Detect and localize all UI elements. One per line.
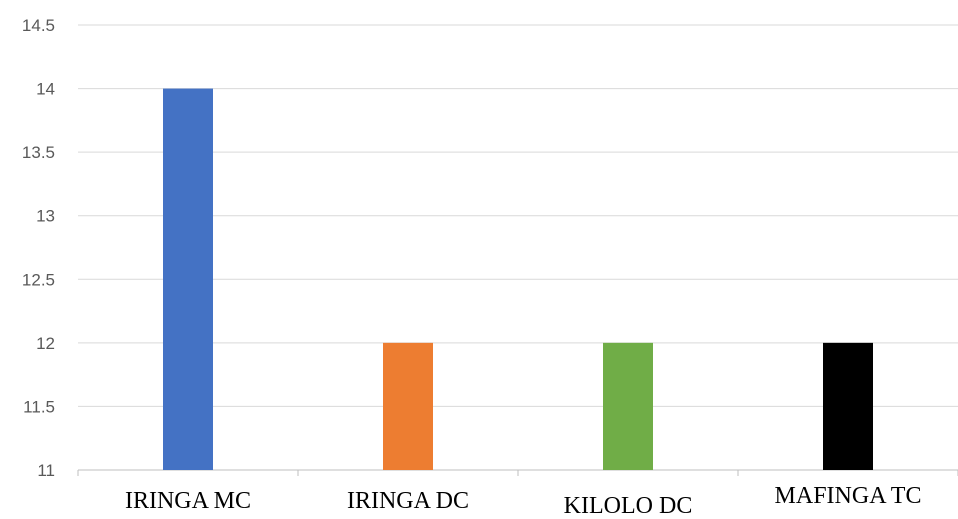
x-category-label: KILOLO DC (564, 493, 693, 519)
y-tick-label: 14 (36, 80, 55, 99)
y-tick-label: 11.5 (23, 397, 55, 416)
x-category-label: MAFINGA TC (775, 483, 922, 509)
bar-mafinga-tc (823, 342, 873, 470)
bar-kilolo-dc (603, 342, 653, 470)
x-axis (77, 469, 958, 476)
x-category-label: IRINGA DC (347, 488, 469, 514)
y-tick-label: 13 (36, 207, 55, 226)
y-tick-label: 12.5 (22, 270, 55, 289)
bars (163, 88, 873, 471)
bar-iringa-mc (163, 88, 213, 471)
y-tick-label: 14.5 (22, 16, 55, 35)
x-category-label: IRINGA MC (125, 488, 251, 514)
y-tick-label: 12 (36, 334, 55, 353)
bar-iringa-dc (383, 342, 433, 470)
gridlines (78, 24, 958, 407)
y-axis-tick-labels: 11 11.5 12 12.5 13 13.5 14 14.5 (22, 16, 55, 480)
y-tick-label: 11 (37, 461, 55, 480)
y-tick-label: 13.5 (22, 143, 55, 162)
x-axis-category-labels: IRINGA MC IRINGA DC KILOLO DC MAFINGA TC (125, 483, 921, 519)
